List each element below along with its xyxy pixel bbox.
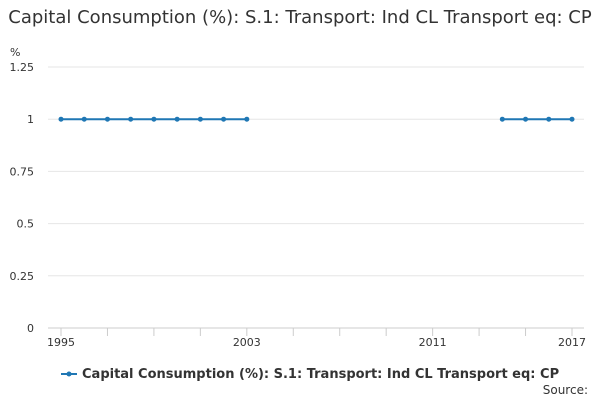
x-tick-label: 2011	[419, 336, 447, 349]
data-point[interactable]	[174, 116, 180, 122]
y-axis-ticks: 0 0.25 0.5 0.75 1 1.25	[10, 61, 35, 335]
source-label: Source:	[543, 383, 588, 397]
data-point[interactable]	[244, 116, 250, 122]
data-point[interactable]	[197, 116, 203, 122]
series-layer	[58, 116, 575, 122]
x-tick-label: 2003	[233, 336, 261, 349]
data-point[interactable]	[546, 116, 552, 122]
data-point[interactable]	[221, 116, 227, 122]
legend[interactable]: Capital Consumption (%): S.1: Transport:…	[61, 367, 559, 382]
data-point[interactable]	[569, 116, 575, 122]
legend-marker	[66, 371, 72, 377]
data-point[interactable]	[81, 116, 87, 122]
y-tick-label: 1.25	[10, 61, 35, 74]
y-tick-label: 1	[27, 113, 34, 126]
x-tick-label: 1995	[47, 336, 75, 349]
data-point[interactable]	[128, 116, 134, 122]
y-tick-label: 0.5	[17, 218, 35, 231]
chart-title: Capital Consumption (%): S.1: Transport:…	[8, 7, 592, 28]
data-point[interactable]	[104, 116, 110, 122]
y-axis-unit-label: %	[10, 46, 20, 59]
y-tick-label: 0	[27, 322, 34, 335]
data-point[interactable]	[58, 116, 64, 122]
gridlines	[48, 66, 584, 329]
legend-label: Capital Consumption (%): S.1: Transport:…	[82, 367, 559, 382]
x-tick-label: 2017	[558, 336, 586, 349]
y-tick-label: 0.75	[10, 165, 35, 178]
x-axis: 1995 2003 2011 2017	[47, 328, 586, 349]
data-point[interactable]	[151, 116, 157, 122]
y-tick-label: 0.25	[10, 270, 35, 283]
data-point[interactable]	[523, 116, 529, 122]
data-point[interactable]	[499, 116, 505, 122]
